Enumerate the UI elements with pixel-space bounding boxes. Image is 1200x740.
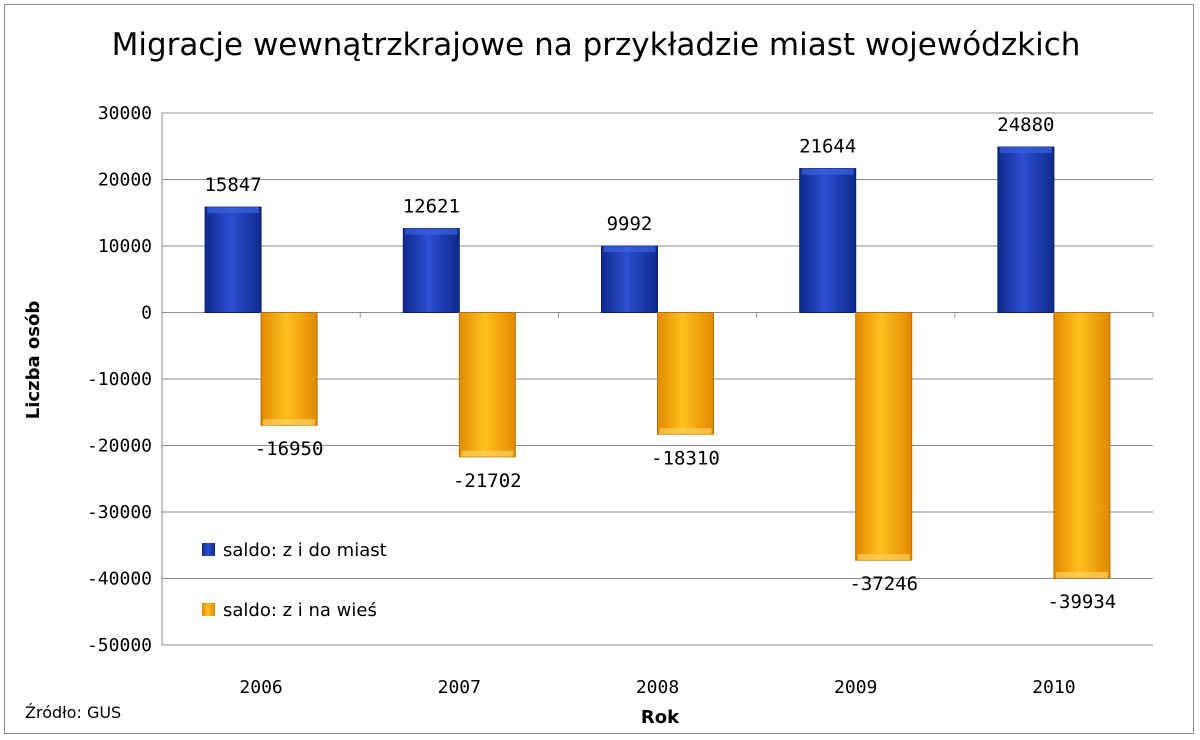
y-tick-label: -30000	[87, 502, 152, 523]
y-tick-label: 0	[141, 303, 152, 324]
bar-series1-2006	[260, 312, 318, 426]
data-label-series1-2009: -37246	[849, 573, 918, 595]
bar-cap	[207, 207, 260, 214]
bar-series0-2010	[997, 146, 1055, 313]
data-labels: 15847 12621 9992 21644 24880 -16950 -21702 -183…	[204, 114, 1116, 613]
bar-series1-2010	[1053, 312, 1111, 579]
x-axis-label: Rok	[641, 707, 680, 728]
y-axis-label: Liczba osób	[23, 301, 44, 420]
bar-cap	[801, 168, 854, 175]
bar-series0-2009	[799, 168, 857, 313]
data-label-series1-2010: -39934	[1048, 591, 1117, 613]
bar-cap	[1055, 572, 1108, 579]
legend: saldo: z i do miast saldo: z i na wieś	[202, 540, 387, 621]
bar-series0-2006	[204, 206, 262, 313]
legend-swatch-series0	[202, 543, 215, 556]
y-tick-label: 10000	[98, 236, 152, 257]
x-tick-label: 2008	[636, 677, 679, 698]
data-label-series1-2008: -18310	[651, 447, 720, 469]
bar-series1-2008	[657, 312, 714, 435]
bar-cap	[263, 419, 316, 426]
legend-swatch-series1	[202, 603, 215, 616]
bar-cap	[999, 147, 1052, 154]
bar-series0-2007	[402, 228, 460, 313]
x-axis-ticks: 2006 2007 2008 2009 2010	[239, 677, 1075, 698]
bars	[204, 146, 1111, 579]
y-tick-label: -40000	[87, 569, 152, 590]
bar-cap	[405, 228, 458, 235]
bar-cap	[461, 450, 514, 457]
chart-title: Migracje wewnątrzkrajowe na przykładzie …	[112, 27, 1081, 63]
data-label-series0-2008: 9992	[607, 213, 653, 235]
chart-frame: Migracje wewnątrzkrajowe na przykładzie …	[4, 4, 1194, 734]
legend-label-series0: saldo: z i do miast	[223, 540, 387, 561]
y-tick-label: 30000	[98, 103, 152, 124]
data-label-series0-2006: 15847	[204, 174, 261, 196]
y-tick-label: -50000	[87, 635, 152, 656]
data-label-series1-2006: -16950	[255, 438, 324, 460]
x-tick-label: 2010	[1032, 677, 1075, 698]
data-label-series0-2009: 21644	[799, 136, 856, 158]
legend-label-series1: saldo: z i na wieś	[223, 600, 377, 621]
source-note: Źródło: GUS	[25, 703, 121, 722]
bar-cap	[659, 428, 712, 435]
chart: Migracje wewnątrzkrajowe na przykładzie …	[23, 27, 1154, 728]
y-tick-label: -10000	[87, 369, 152, 390]
x-tick-label: 2006	[239, 677, 282, 698]
y-axis-ticks: 30000 20000 10000 0 -10000 -20000 -30000 -40000…	[87, 103, 152, 656]
bar-cap	[857, 554, 910, 561]
data-label-series1-2007: -21702	[453, 470, 522, 492]
bar-cap	[603, 246, 656, 253]
y-tick-label: 20000	[98, 170, 152, 191]
x-tick-label: 2007	[438, 677, 481, 698]
bar-series0-2008	[601, 245, 658, 314]
bar-series1-2009	[855, 312, 913, 561]
data-label-series0-2010: 24880	[997, 114, 1054, 136]
y-tick-label: -20000	[87, 436, 152, 457]
x-tick-label: 2009	[834, 677, 877, 698]
bar-series1-2007	[458, 312, 516, 458]
data-label-series0-2007: 12621	[403, 196, 460, 218]
